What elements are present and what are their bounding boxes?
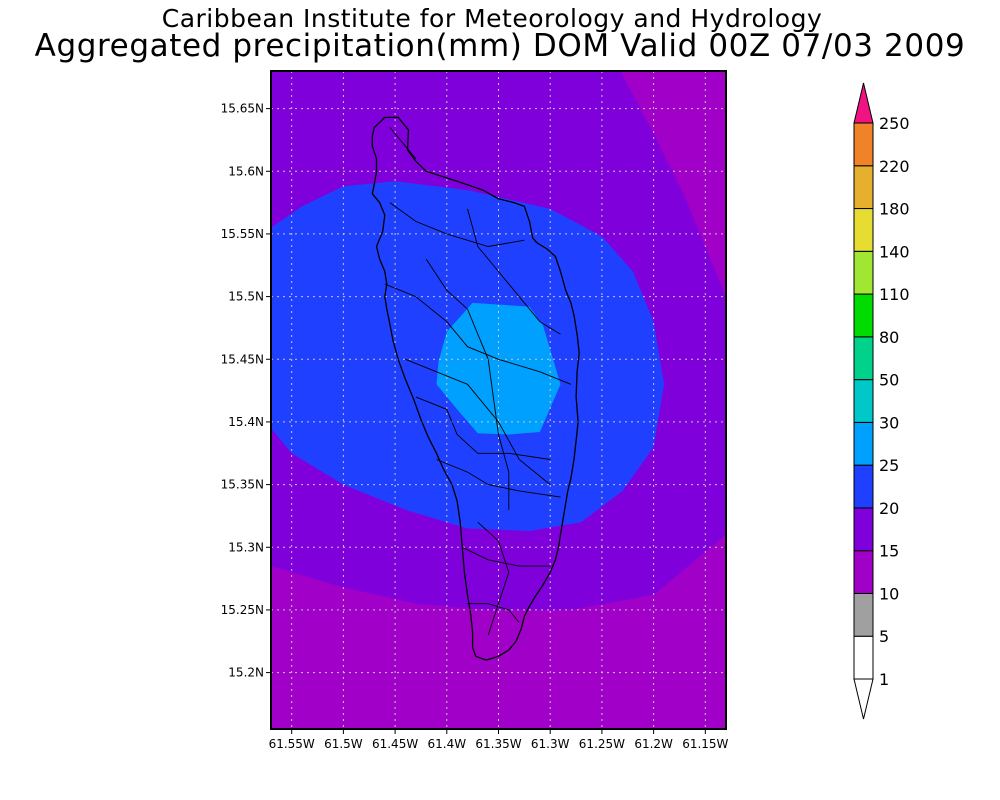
lat-tick-label: 15.25N [221, 603, 264, 617]
lon-tick-label: 61.25W [579, 737, 625, 751]
river-line [384, 283, 572, 385]
colorbar-label-25: 25 [879, 456, 899, 475]
river-line [467, 603, 520, 623]
colorbar-label-220: 220 [879, 157, 910, 176]
colorbar-swatch-5 [853, 592, 874, 637]
precip-region-20-25-3 [436, 302, 561, 435]
river-line [477, 521, 510, 636]
colorbar-swatch-10 [853, 550, 874, 594]
dominica-coastline [371, 116, 580, 661]
colorbar-label-50: 50 [879, 371, 899, 390]
colorbar-label-30: 30 [879, 413, 899, 432]
colorbar-lower-extension [853, 678, 874, 720]
colorbar-label-20: 20 [879, 499, 899, 518]
gridlines [271, 71, 726, 729]
river-line [462, 546, 551, 567]
colorbar-label-80: 80 [879, 328, 899, 347]
lat-tick-label: 15.55N [221, 227, 264, 241]
lon-tick-label: 61.15W [682, 737, 728, 751]
colorbar-swatch-110 [853, 250, 874, 295]
river-line [425, 258, 510, 510]
lat-tick-label: 15.35N [221, 478, 264, 492]
precip-contour-layer [271, 71, 726, 729]
colorbar-swatch-50 [853, 336, 874, 381]
colorbar-swatch-1 [853, 635, 874, 680]
colorbar-label-140: 140 [879, 242, 910, 261]
colorbar-swatch-80 [853, 293, 874, 338]
colorbar-label-110: 110 [879, 285, 910, 304]
colorbar-label-250: 250 [879, 114, 910, 133]
lat-tick-label: 15.2N [228, 666, 264, 680]
lon-tick-label: 61.5W [324, 737, 363, 751]
colorbar-swatch-30 [853, 379, 874, 423]
colorbar-upper-extension [853, 82, 874, 124]
lon-tick-label: 61.4W [427, 737, 466, 751]
river-line [389, 127, 417, 159]
lat-tick-label: 15.5N [228, 290, 264, 304]
river-line [415, 396, 551, 460]
island-coastline [371, 116, 580, 661]
map-plot-area [271, 71, 726, 729]
river-line [436, 459, 561, 498]
longitude-axis: 61.55W 61.5W 61.45W 61.4W 61.35W 61.3W 61.25W 6… [269, 729, 729, 751]
lat-tick-label: 15.4N [228, 415, 264, 429]
chart-title: Caribbean Institute for Meteorology and … [161, 4, 823, 33]
colorbar-swatch-220 [853, 122, 874, 167]
precip-region-5-10-0 [271, 534, 726, 729]
colorbar-label-1: 1 [879, 670, 889, 689]
colorbar-label-15: 15 [879, 542, 899, 561]
colorbar-label-10: 10 [879, 584, 899, 603]
chart-subtitle: Aggregated precipitation(mm) DOM Valid 0… [34, 28, 966, 64]
colorbar-swatch-15 [853, 507, 874, 552]
colorbar-swatch-25 [853, 421, 874, 466]
precip-region-5-10-1 [620, 71, 726, 297]
river-line [405, 358, 551, 485]
lon-tick-label: 61.45W [372, 737, 418, 751]
lat-tick-label: 15.45N [221, 352, 264, 366]
lat-tick-label: 15.6N [228, 164, 264, 178]
river-line [389, 202, 525, 247]
lat-tick-label: 15.3N [228, 540, 264, 554]
colorbar-swatch-140 [853, 208, 874, 252]
lon-tick-label: 61.2W [634, 737, 673, 751]
lon-tick-label: 61.55W [269, 737, 315, 751]
colorbar-swatch-180 [853, 165, 874, 210]
colorbar-label-180: 180 [879, 200, 910, 219]
lon-tick-label: 61.3W [531, 737, 570, 751]
lat-tick-label: 15.65N [221, 102, 264, 116]
river-line [467, 208, 561, 335]
lon-tick-label: 61.35W [475, 737, 521, 751]
colorbar-label-5: 5 [879, 627, 889, 646]
latitude-axis: 15.65N 15.6N 15.55N 15.5N 15.45N 15.4N 15.35N 1… [221, 102, 271, 680]
colorbar-swatch-20 [853, 464, 874, 509]
river-network [384, 127, 572, 636]
